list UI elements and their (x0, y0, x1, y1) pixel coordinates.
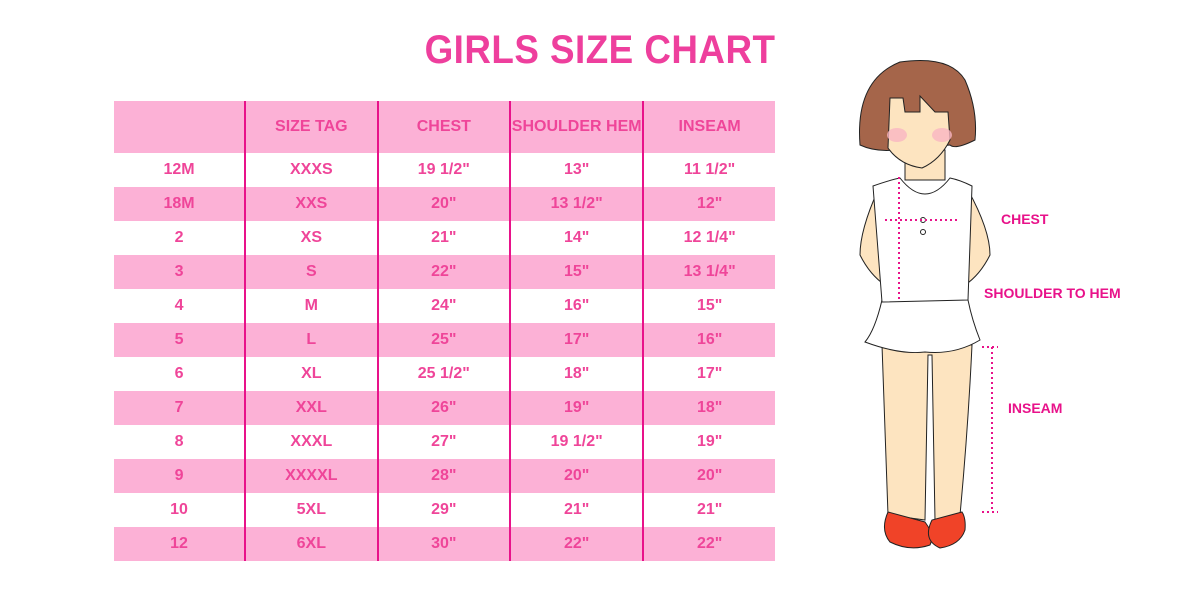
table-cell: 8 (174, 433, 184, 450)
table-cell: 28" (376, 459, 511, 493)
table-cell: 20" (642, 459, 775, 493)
table-cell: 21" (509, 493, 644, 527)
table-cell: 19" (509, 391, 644, 425)
table-row: 18M XXS 20" 13 1/2" 12" (114, 187, 775, 221)
table-cell: 20" (376, 187, 511, 221)
table-cell: 19 1/2" (376, 153, 511, 187)
column-header: SHOULDER HEM (509, 101, 644, 153)
table-cell: 12M (163, 161, 195, 178)
table-cell: 18M (114, 187, 246, 221)
table-cell: 12 (114, 527, 246, 561)
table-cell: 5XL (244, 493, 378, 527)
table-cell: 19" (642, 425, 775, 459)
column-header: CHEST (376, 101, 511, 153)
table-cell: 3 (114, 255, 246, 289)
table-row: 10 5XL 29" 21" 21" (114, 493, 775, 527)
table-row: 8 XXXL 27" 19 1/2" 19" (114, 425, 775, 459)
table-cell: 22" (642, 527, 775, 561)
table-row: 12M XXXS 19 1/2" 13" 11 1/2" (114, 153, 775, 187)
table-row: 12 6XL 30" 22" 22" (114, 527, 775, 561)
table-row: 6 XL 25 1/2" 18" 17" (114, 357, 775, 391)
table-cell: 17" (509, 323, 644, 357)
table-cell: M (244, 289, 378, 323)
size-table: SIZE TAG CHEST SHOULDER HEM INSEAM 12M XXXS 1… (114, 101, 775, 561)
table-header-row: SIZE TAG CHEST SHOULDER HEM INSEAM (114, 101, 775, 153)
column-header: SIZE TAG (244, 101, 378, 153)
table-cell: 5 (114, 323, 246, 357)
table-cell: 18" (642, 391, 775, 425)
table-cell: 13 1/2" (509, 187, 644, 221)
skirt (864, 299, 981, 353)
table-cell: 2 (174, 229, 184, 246)
table-cell: 21" (642, 493, 775, 527)
table-cell: 11 1/2" (642, 153, 775, 187)
table-cell: 16" (509, 289, 644, 323)
column-header: INSEAM (642, 101, 775, 153)
table-cell: 13 1/4" (642, 255, 775, 289)
chest-label: CHEST (1001, 211, 1049, 227)
shoulder-to-hem-label: SHOULDER TO HEM (984, 285, 1121, 301)
table-cell: 12 1/4" (642, 221, 775, 255)
table-cell: XS (244, 221, 378, 255)
table-cell: 25 1/2" (376, 357, 511, 391)
table-cell: 21" (376, 221, 511, 255)
table-cell: XXS (244, 187, 378, 221)
table-cell: S (244, 255, 378, 289)
table-cell: 16" (642, 323, 775, 357)
table-cell: 18" (509, 357, 644, 391)
table-row: 9 XXXXL 28" 20" 20" (114, 459, 775, 493)
table-cell: 30" (376, 527, 511, 561)
table-cell: XXXXL (244, 459, 378, 493)
column-header (114, 101, 246, 153)
table-cell: 14" (509, 221, 644, 255)
table-cell: 10 (170, 501, 188, 518)
table-cell: 13" (509, 153, 644, 187)
table-cell: 15" (642, 289, 775, 323)
table-cell: 20" (509, 459, 644, 493)
table-cell: 4 (174, 297, 184, 314)
table-cell: 17" (642, 357, 775, 391)
face (887, 94, 951, 169)
table-row: 5 L 25" 17" 16" (114, 323, 775, 357)
table-cell: 7 (114, 391, 246, 425)
table-row: 3 S 22" 15" 13 1/4" (114, 255, 775, 289)
table-row: 4 M 24" 16" 15" (114, 289, 775, 323)
dress (872, 177, 973, 303)
table-cell: XXXS (244, 153, 378, 187)
table-cell: 6XL (244, 527, 378, 561)
page-title: GIRLS SIZE CHART (424, 28, 776, 72)
table-cell: XXL (244, 391, 378, 425)
right-shoe (927, 511, 966, 549)
table-cell: 25" (376, 323, 511, 357)
table-row: 2 XS 21" 14" 12 1/4" (114, 221, 775, 255)
legs (881, 344, 973, 521)
table-cell: 12" (642, 187, 775, 221)
table-row: 7 XXL 26" 19" 18" (114, 391, 775, 425)
table-cell: 27" (376, 425, 511, 459)
table-cell: 15" (509, 255, 644, 289)
table-cell: 6 (174, 365, 184, 382)
table-cell: XXXL (244, 425, 378, 459)
table-cell: L (244, 323, 378, 357)
table-cell: 24" (376, 289, 511, 323)
table-cell: 19 1/2" (509, 425, 644, 459)
table-cell: 22" (376, 255, 511, 289)
table-cell: 29" (376, 493, 511, 527)
table-cell: 22" (509, 527, 644, 561)
table-cell: XL (244, 357, 378, 391)
table-cell: 26" (376, 391, 511, 425)
inseam-label: INSEAM (1008, 400, 1063, 416)
table-cell: 9 (114, 459, 246, 493)
